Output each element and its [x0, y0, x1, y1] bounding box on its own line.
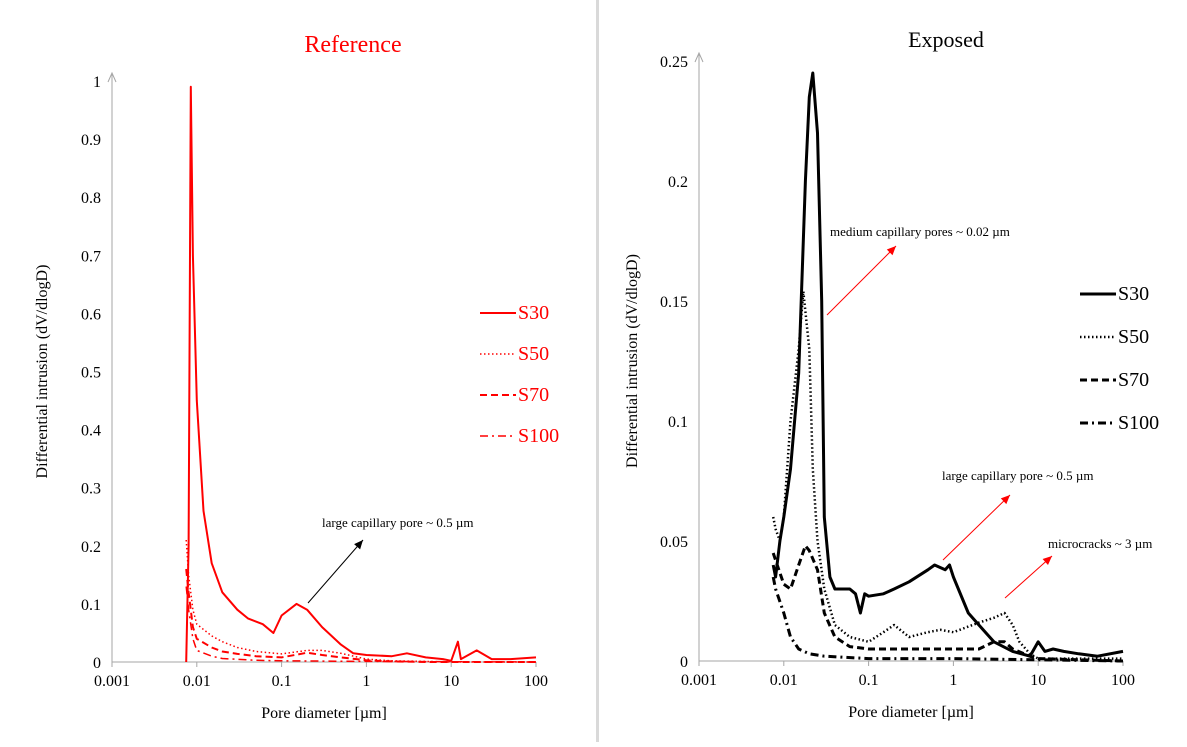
y-tick-label: 0.8: [81, 190, 101, 207]
annotation-arrowhead-icon: [1000, 495, 1010, 505]
x-tick-label: 10: [443, 673, 459, 690]
x-tick-label: 100: [1111, 672, 1135, 689]
annotation-arrowhead-icon: [354, 540, 363, 550]
x-tick-label: 100: [524, 673, 548, 690]
y-axis-arrow-icon: [107, 71, 117, 83]
legend-label-s100: S100: [1118, 412, 1159, 434]
chart-title: Reference: [304, 32, 401, 58]
x-tick-label: 0.1: [272, 673, 292, 690]
annotation-arrow-line: [942, 494, 1011, 561]
series-line-s30: [185, 85, 537, 663]
y-axis-arrow-icon: [694, 51, 704, 63]
legend-label-s50: S50: [1118, 326, 1149, 348]
series-line-s100: [185, 586, 537, 663]
x-tick-label: 1: [362, 673, 370, 690]
annotation-arrowhead-icon: [1042, 556, 1052, 565]
y-tick-label: 0.9: [81, 132, 101, 149]
legend-label-s100: S100: [518, 425, 559, 447]
x-tick-label: 0.01: [183, 673, 211, 690]
x-tick-label: 0.1: [859, 672, 879, 689]
legend-label-s50: S50: [518, 343, 549, 365]
y-tick-label: 0.05: [660, 534, 688, 551]
y-tick-label: 0.4: [81, 423, 101, 440]
x-tick-label: 0.01: [770, 672, 798, 689]
chart-title: Exposed: [908, 27, 984, 52]
x-tick-label: 0.001: [94, 673, 130, 690]
y-tick-label: 0.5: [81, 365, 101, 382]
annotation-arrow-line: [1004, 555, 1053, 599]
y-tick-label: 0.3: [81, 481, 101, 498]
annotation-arrowhead-icon: [886, 246, 896, 256]
series-line-s30: [771, 71, 1124, 658]
y-axis-label: Differential intrusion (dV/dlogD): [34, 265, 51, 479]
legend-label-s70: S70: [1118, 369, 1149, 391]
y-tick-label: 1: [93, 74, 101, 91]
annotation-label: microcracks ~ 3 µm: [1048, 536, 1152, 551]
chart-reference-canvas: Reference 0.001 0.01 0.1 1 10 100 0 0.1 0.2 0.3 0.4…: [34, 32, 559, 722]
annotation-label: large capillary pore ~ 0.5 µm: [322, 515, 473, 530]
panel-divider: [596, 0, 599, 742]
y-tick-label: 0: [680, 654, 688, 671]
chart-exposed: Exposed 0.001 0.01 0.1 1 10 100 0 0.05 0.1 0.15 0.2…: [600, 0, 1187, 742]
annotation-label: medium capillary pores ~ 0.02 µm: [830, 224, 1010, 239]
y-tick-label: 0.2: [668, 174, 688, 191]
x-tick-label: 1: [949, 672, 957, 689]
series-line-s50: [185, 539, 536, 663]
series-line-s70: [185, 568, 536, 663]
legend-label-s70: S70: [518, 384, 549, 406]
legend-label-s30: S30: [518, 302, 549, 324]
y-tick-label: 0.6: [81, 306, 101, 323]
annotation-arrow-line: [826, 245, 897, 316]
y-tick-label: 0.15: [660, 294, 688, 311]
y-tick-label: 0.7: [81, 248, 101, 265]
x-axis-label: Pore diameter [µm]: [261, 705, 387, 722]
annotation-arrow-line: [307, 539, 364, 604]
chart-exposed-canvas: Exposed 0.001 0.01 0.1 1 10 100 0 0.05 0.1 0.15 0.2…: [624, 27, 1159, 721]
chart-reference: Reference 0.001 0.01 0.1 1 10 100 0 0.1 0.2 0.3 0.4…: [0, 0, 594, 742]
y-tick-label: 0.1: [668, 414, 688, 431]
y-axis-label: Differential intrusion (dV/dlogD): [624, 254, 641, 468]
y-tick-label: 0.25: [660, 54, 688, 71]
series-line-s100: [771, 576, 1124, 663]
x-tick-label: 10: [1030, 672, 1046, 689]
legend-label-s30: S30: [1118, 283, 1149, 305]
y-tick-label: 0.1: [81, 597, 101, 614]
series-line-s70: [771, 544, 1124, 663]
y-tick-label: 0: [93, 655, 101, 672]
x-tick-label: 0.001: [681, 672, 717, 689]
y-tick-label: 0.2: [81, 539, 101, 556]
annotation-label: large capillary pore ~ 0.5 µm: [942, 468, 1093, 483]
x-axis-label: Pore diameter [µm]: [848, 704, 974, 721]
